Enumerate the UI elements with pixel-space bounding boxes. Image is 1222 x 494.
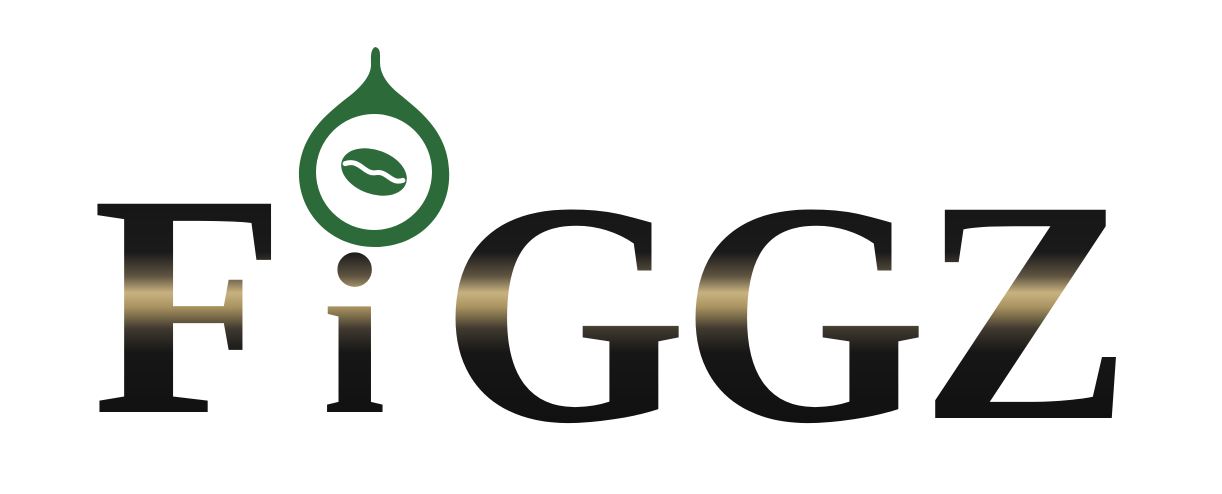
wordmark: F i G G Z (92, 129, 1132, 489)
coffee-bean-drop-icon (298, 47, 450, 247)
letter-g-1: G (440, 137, 687, 489)
letter-f: F (92, 129, 286, 481)
letter-g-2: G (680, 137, 927, 489)
coffee-bean (341, 148, 407, 196)
letter-i: i (322, 207, 386, 462)
letter-z: Z (920, 135, 1132, 487)
